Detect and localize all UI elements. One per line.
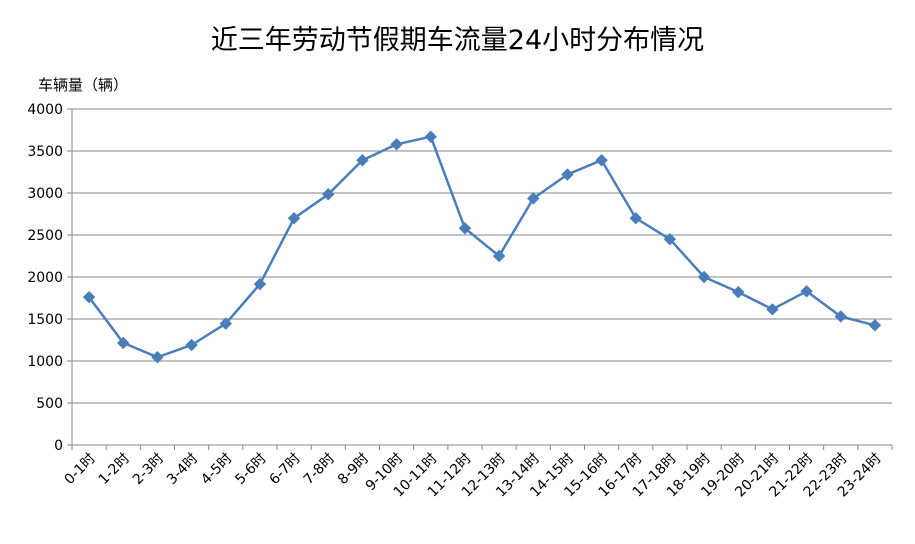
data-point [629,211,642,225]
series-line [88,135,876,359]
data-point [185,338,198,352]
data-point [458,222,472,235]
data-point [527,192,540,205]
y-tick-label: 3000 [27,186,63,202]
data-point [424,130,437,143]
y-tick-label: 4000 [27,102,63,118]
y-tick-label: 1000 [27,354,63,370]
y-tick-label: 500 [36,396,63,412]
y-axis-label: 车辆量（辆） [38,76,129,94]
data-point [390,138,403,151]
y-tick-label: 2000 [27,270,63,286]
data-point [287,211,301,225]
x-tick-label: 1-2时 [96,451,133,488]
x-tick-label: 6-7时 [267,451,304,488]
data-point [561,168,574,181]
y-tick-label: 3500 [27,144,63,160]
data-point [766,303,779,316]
x-tick-label: 0-1时 [62,451,99,488]
x-tick-label: 7-8时 [301,451,338,488]
data-point [322,188,335,201]
data-point [492,249,506,263]
data-point [253,277,267,291]
x-tick-label: 3-4时 [164,451,201,488]
y-tick-label: 0 [54,438,63,454]
data-point [356,154,369,167]
data-point [868,319,882,332]
data-point [117,336,130,350]
x-tick-label: 2-3时 [130,451,167,488]
x-tick-label: 5-6时 [232,451,269,488]
y-tick-label: 2500 [27,228,63,244]
x-tick-label: 4-5时 [198,451,235,488]
data-point [595,154,608,167]
data-point [800,285,813,298]
data-point [834,310,847,323]
data-point [151,351,164,364]
data-point [697,270,711,284]
data-point [663,232,677,246]
y-tick-label: 1500 [27,312,63,328]
data-point [219,317,232,330]
data-point [82,290,96,304]
data-point [732,285,745,299]
chart-title: 近三年劳动节假期车流量24小时分布情况 [210,25,705,56]
